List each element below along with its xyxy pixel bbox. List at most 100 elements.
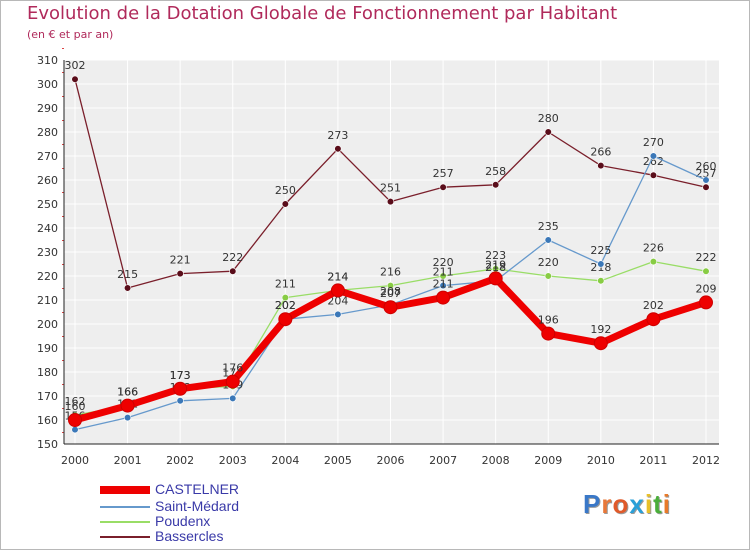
data-point-castelner: [278, 312, 293, 327]
data-point-bassercles: [71, 75, 79, 83]
data-point-poudenx: [544, 272, 552, 280]
legend-item-poudenx: Poudenx: [100, 513, 360, 531]
data-point-castelner: [593, 336, 608, 351]
y-tick-label: 210: [37, 294, 58, 307]
logo-letter: P: [583, 489, 602, 519]
data-point-castelner: [330, 283, 345, 298]
y-tick-label: 280: [37, 126, 58, 139]
y-tick-label: 160: [37, 414, 58, 427]
data-label-saint-m-dard: 202: [275, 299, 296, 312]
logo-letter: i: [644, 489, 654, 519]
legend-swatch-saint-medard: [100, 506, 150, 508]
legend-item-castelner: CASTELNER: [100, 481, 360, 499]
data-label-bassercles: 222: [222, 251, 243, 264]
data-label-poudenx: 222: [696, 251, 717, 264]
x-tick-label: 2000: [61, 454, 89, 467]
data-label-castelner: 160: [65, 400, 86, 413]
data-label-poudenx: 162: [65, 395, 86, 408]
data-label-saint-m-dard: 225: [590, 244, 611, 257]
data-point-bassercles: [439, 183, 447, 191]
y-tick-label: 230: [37, 246, 58, 259]
data-point-bassercles: [702, 183, 710, 191]
data-label-castelner: 209: [696, 282, 717, 295]
data-point-poudenx: [386, 282, 395, 290]
data-label-saint-m-dard: 270: [643, 136, 664, 149]
x-tick-label: 2001: [114, 454, 142, 467]
y-tick-label: 260: [37, 174, 58, 187]
y-tick-label: 180: [37, 366, 58, 379]
legend-label-castelner: CASTELNER: [155, 481, 240, 497]
x-tick-label: 2002: [166, 454, 194, 467]
logo-letter: r: [601, 489, 613, 519]
data-point-bassercles: [229, 267, 237, 275]
data-point-bassercles: [597, 162, 605, 170]
logo-letter: t: [653, 489, 663, 519]
x-tick-label: 2011: [639, 454, 667, 467]
y-tick-label: 170: [37, 390, 58, 403]
data-point-bassercles: [386, 198, 395, 206]
data-point-castelner: [436, 290, 451, 305]
data-point-castelner: [699, 295, 713, 310]
legend-item-saint-medard: Saint-Médard: [100, 498, 360, 516]
data-point-poudenx: [439, 272, 447, 280]
x-tick-label: 2009: [534, 454, 562, 467]
data-point-poudenx: [649, 258, 658, 266]
data-label-poudenx: 216: [380, 266, 401, 279]
chart-subtitle: (en € et par an): [27, 28, 114, 41]
data-label-bassercles: 273: [327, 129, 348, 142]
data-point-saint-m-dard: [597, 260, 605, 268]
x-tick-label: 2003: [219, 454, 247, 467]
x-tick-label: 2004: [271, 454, 299, 467]
data-point-castelner: [646, 312, 661, 327]
data-point-bassercles: [281, 200, 289, 208]
data-label-bassercles: 221: [170, 254, 191, 267]
logo-letter: x: [629, 489, 645, 519]
data-point-saint-m-dard: [544, 236, 552, 244]
data-label-bassercles: 257: [433, 167, 454, 180]
x-tick-label: 2007: [429, 454, 457, 467]
legend-swatch-castelner: [100, 486, 150, 494]
data-point-poudenx: [597, 277, 605, 285]
y-tick-label: 310: [37, 54, 58, 67]
y-tick-label: 220: [37, 270, 58, 283]
x-tick-label: 2005: [324, 454, 352, 467]
legend-swatch-poudenx: [100, 521, 150, 523]
data-label-saint-m-dard: 235: [538, 220, 559, 233]
data-label-castelner: 173: [170, 369, 191, 382]
y-tick-label: 200: [37, 318, 58, 331]
data-point-bassercles: [176, 270, 184, 278]
series-castelner: 160 166 173 176 202 214 207 211 219 196 192 202 209: [65, 258, 717, 427]
data-label-poudenx: 223: [485, 249, 506, 262]
data-label-castelner: 202: [643, 299, 664, 312]
logo-letter: i: [662, 489, 671, 519]
data-point-castelner: [173, 381, 188, 396]
x-tick-label: 2010: [587, 454, 615, 467]
data-point-saint-m-dard: [649, 152, 658, 160]
legend-label-saint-medard: Saint-Médard: [155, 498, 240, 514]
data-label-saint-m-dard: 208: [380, 285, 401, 298]
data-label-poudenx: 214: [327, 270, 348, 283]
data-label-castelner: 166: [117, 386, 138, 399]
x-tick-label: 2006: [377, 454, 405, 467]
legend-item-bassercles: Bassercles: [100, 528, 360, 546]
data-point-saint-m-dard: [439, 282, 447, 290]
data-label-poudenx: 166: [117, 386, 138, 399]
data-label-poudenx: 220: [433, 256, 454, 269]
data-label-castelner: 192: [590, 323, 611, 336]
data-point-castelner: [225, 374, 240, 389]
data-label-bassercles: 280: [538, 112, 559, 125]
proxiti-logo: Proxiti: [583, 489, 671, 520]
y-tick-label: 190: [37, 342, 58, 355]
x-tick-label: 2008: [482, 454, 510, 467]
data-label-saint-m-dard: 204: [327, 294, 348, 307]
data-point-bassercles: [649, 171, 658, 179]
data-label-bassercles: 258: [485, 165, 506, 178]
y-tick-label: 240: [37, 222, 58, 235]
data-point-castelner: [383, 300, 398, 315]
data-label-saint-m-dard: 218: [485, 261, 506, 274]
data-label-saint-m-dard: 211: [433, 266, 454, 279]
data-label-castelner: 176: [222, 362, 243, 375]
data-label-bassercles: 215: [117, 268, 138, 281]
data-point-saint-m-dard: [334, 310, 342, 319]
